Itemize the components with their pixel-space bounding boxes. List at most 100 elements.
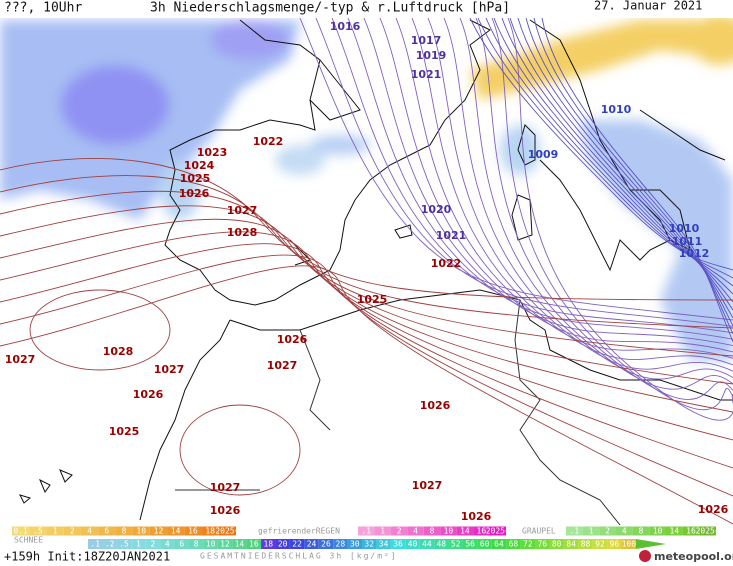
legend-swatch <box>275 539 290 549</box>
legend-value: 22 <box>292 540 302 549</box>
legend-value: 14 <box>235 540 245 549</box>
legend-swatch <box>506 539 521 549</box>
legend-swatch <box>599 526 616 536</box>
legend-swatch <box>448 539 463 549</box>
legend-swatch <box>201 526 219 536</box>
legend-value: 92 <box>595 540 605 549</box>
legend-swatch <box>491 539 507 549</box>
isobar-line <box>427 18 733 372</box>
legend-swatch <box>682 526 700 536</box>
freezing-rain-label: gefrierenderREGEN <box>258 527 340 536</box>
legend-swatch <box>535 539 550 549</box>
legend-swatch <box>132 526 150 536</box>
isobar-label: 1027 <box>412 479 443 492</box>
snow-label: SCHNEE <box>14 536 43 545</box>
legend-value: 2025+ <box>486 527 510 536</box>
isobar-label: 1021 <box>436 229 467 242</box>
total-label: GESAMTNIEDERSCHLAG 3h [kg/m²] <box>200 552 398 561</box>
isobar-label: 1019 <box>416 49 447 62</box>
legend-swatch <box>88 539 103 549</box>
legend-swatch <box>699 526 716 536</box>
isobar-line <box>0 243 733 469</box>
legend-swatch <box>440 526 457 536</box>
legend-swatch <box>149 526 168 536</box>
legend-value: 72 <box>523 540 533 549</box>
legend-swatch <box>217 539 233 549</box>
isobar-line <box>347 18 733 340</box>
isobar-line <box>29 289 171 371</box>
isobar-line <box>299 18 733 321</box>
legend-swatch <box>29 526 47 536</box>
legend-value: 76 <box>537 540 547 549</box>
legend-swatch <box>246 539 262 549</box>
isobar-line <box>363 18 733 347</box>
legend-swatch <box>232 539 247 549</box>
title: 3h Niederschlagsmenge/-typ & r.Luftdruck… <box>150 1 510 16</box>
legend-swatch <box>333 539 348 549</box>
isobar-line <box>0 190 733 357</box>
legend-swatch <box>434 539 449 549</box>
isobar-label: 1021 <box>411 68 442 81</box>
date: 27. Januar 2021 <box>594 0 702 13</box>
isobar-label: 1028 <box>103 345 134 358</box>
legend-swatch <box>131 539 146 549</box>
legend-value: 2 <box>397 527 402 536</box>
legend-value: 52 <box>451 540 461 549</box>
legend-value: 32 <box>364 540 374 549</box>
legend-swatch <box>419 539 435 549</box>
legend-swatch <box>174 539 189 549</box>
isobar-label: 1025 <box>357 293 388 306</box>
legend-swatch <box>203 539 218 549</box>
isobar-label: 1022 <box>431 257 462 270</box>
legend-value: .1 <box>361 527 371 536</box>
legend-value: 60 <box>480 540 490 549</box>
isobar-line <box>315 18 733 327</box>
legend-swatch <box>520 539 536 549</box>
legend-value: 10 <box>653 527 663 536</box>
isobar-line <box>331 18 733 334</box>
legend-value: 4 <box>165 540 170 549</box>
legend-swatch <box>318 539 334 549</box>
isobar-label: 1017 <box>411 34 442 47</box>
legend-swatch <box>374 526 391 536</box>
legend-value: 16 <box>477 527 487 536</box>
legend-swatch <box>184 526 202 536</box>
legend-value: 100 <box>622 540 637 549</box>
legend-value: 16 <box>249 540 259 549</box>
run-time: ???, 10Uhr <box>4 1 82 16</box>
legend-value: 2 <box>150 540 155 549</box>
legend-swatch <box>632 526 650 536</box>
isobar-line <box>379 18 733 353</box>
legend-swatch <box>261 539 276 549</box>
isobar-label: 1024 <box>184 159 215 172</box>
legend-value: 12 <box>154 527 164 536</box>
legend-value: 2 <box>70 527 75 536</box>
legend-value: 34 <box>379 540 389 549</box>
legend-value: 8 <box>430 527 435 536</box>
legend-value: 2025+ <box>215 527 239 536</box>
isobar-label: 1009 <box>528 148 559 161</box>
legend-value: .5 <box>33 527 43 536</box>
legend-value: .2 <box>105 540 115 549</box>
header-bar <box>0 0 733 18</box>
legend-value: 96 <box>610 540 620 549</box>
legend-value: 16 <box>686 527 696 536</box>
legend-swatch <box>304 539 319 549</box>
isobar-label: 1028 <box>227 226 258 239</box>
legend-swatch <box>289 539 305 549</box>
legend-swatch <box>167 526 185 536</box>
legend-swatch <box>115 526 133 536</box>
legend-swatch <box>607 539 622 549</box>
legend-value: 18 <box>263 540 273 549</box>
legend-swatch <box>188 539 204 549</box>
legend-swatch <box>80 526 99 536</box>
isobar-line <box>507 18 733 421</box>
legend-swatch <box>405 539 420 549</box>
isobar-label: 1025 <box>180 172 211 185</box>
legend-swatch <box>63 526 81 536</box>
legend-value: 36 <box>393 540 403 549</box>
legend-value: 8 <box>639 527 644 536</box>
legend-swatch <box>358 526 375 536</box>
run-info: +159h Init:18Z20JAN2021 <box>4 550 170 564</box>
